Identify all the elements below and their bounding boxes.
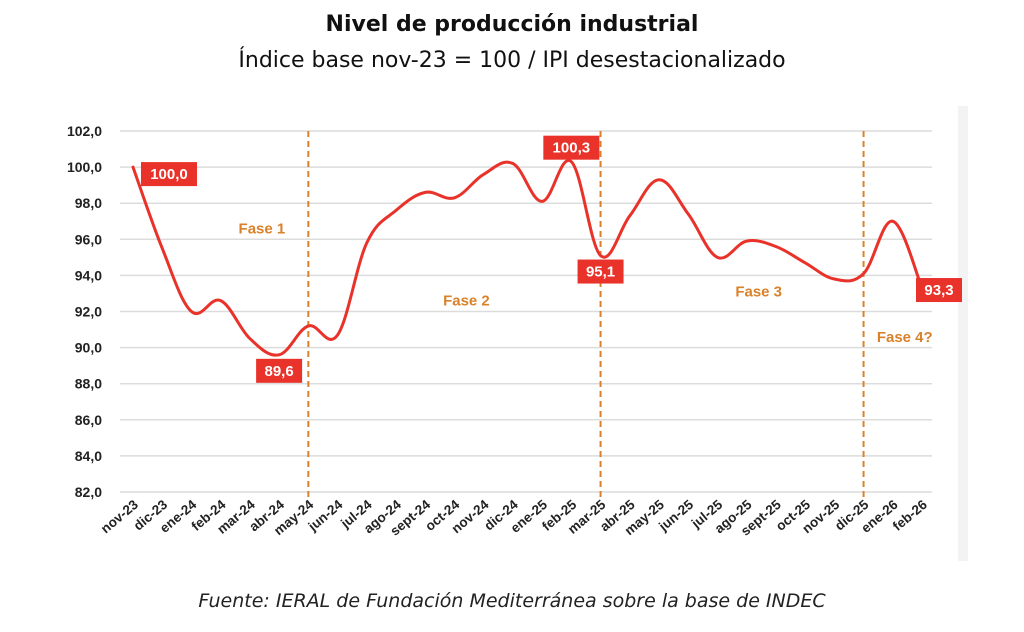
y-tick-label: 94,0 [75, 267, 102, 283]
x-axis-ticks: nov-23dic-23ene-24feb-24mar-24abr-24may-… [98, 496, 930, 538]
x-tick-label: nov-23 [98, 496, 141, 536]
data-label: 95,1 [577, 259, 624, 284]
y-tick-label: 102,0 [67, 123, 102, 139]
x-tick-label: feb-26 [890, 496, 930, 533]
y-axis-ticks: 102,0 100,0 98,0 96,0 94,0 92,0 90,0 88,0 86,0 84… [67, 123, 102, 500]
data-label-text: 95,1 [586, 264, 615, 281]
gridlines [120, 130, 932, 493]
series-line [131, 158, 924, 357]
data-label: 89,6 [256, 358, 303, 383]
y-tick-label: 90,0 [75, 340, 102, 356]
y-tick-label: 86,0 [75, 412, 102, 428]
y-tick-label: 82,0 [75, 484, 102, 500]
y-tick-label: 88,0 [75, 376, 102, 392]
data-label-box [577, 259, 624, 284]
data-label-text: 93,3 [924, 282, 953, 299]
data-label: 100,3 [543, 135, 600, 160]
data-label-box [916, 278, 962, 303]
phase-labels: Fase 1 Fase 2 Fase 3 Fase 4? [239, 220, 933, 345]
y-tick-label: 92,0 [75, 304, 102, 320]
source-note: Fuente: IERAL de Fundación Mediterránea … [198, 590, 826, 612]
panel-edge [958, 106, 968, 561]
data-label-text: 89,6 [265, 363, 294, 380]
chart-title: Nivel de producción industrial [325, 12, 699, 37]
y-tick-label: 100,0 [67, 159, 102, 175]
chart-subtitle: Índice base nov-23 = 100 / IPI desestaci… [238, 48, 786, 73]
data-labels: 100,0 89,6 100,3 95,1 93,3 [141, 135, 962, 383]
phase-dividers [307, 131, 865, 498]
data-label-text: 100,0 [150, 166, 188, 183]
phase-label: Fase 1 [239, 220, 286, 237]
series-lines [131, 158, 924, 357]
phase-label: Fase 2 [443, 293, 490, 310]
data-label: 100,0 [141, 162, 197, 187]
data-label-box [543, 135, 600, 160]
phase-label: Fase 4? [877, 329, 933, 346]
data-label-box [256, 358, 303, 383]
y-tick-label: 84,0 [75, 448, 102, 464]
y-tick-label: 96,0 [75, 231, 102, 247]
data-label-box [141, 162, 197, 187]
phase-label: Fase 3 [735, 284, 782, 301]
data-label: 93,3 [916, 278, 962, 303]
data-label-text: 100,3 [553, 140, 591, 157]
y-tick-label: 98,0 [75, 195, 102, 211]
